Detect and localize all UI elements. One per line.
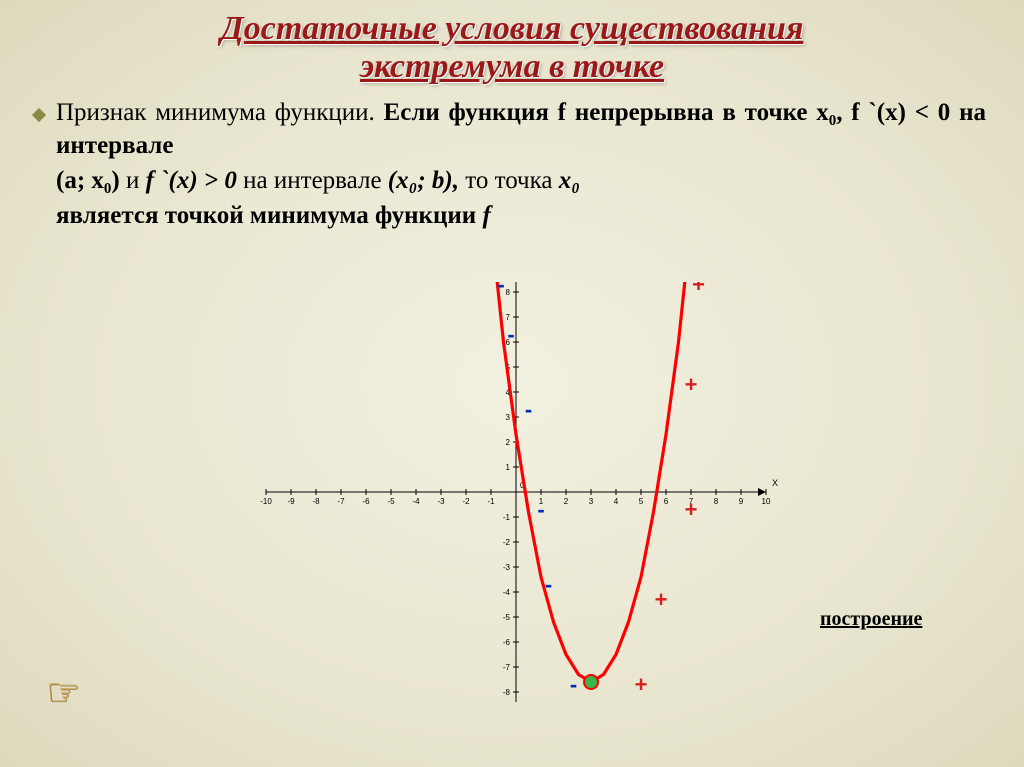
body-l3-italic: f bbox=[482, 202, 490, 229]
svg-text:-8: -8 bbox=[503, 688, 511, 697]
svg-text:4: 4 bbox=[614, 497, 619, 506]
slide-body: Признак минимума функции. Если функция f… bbox=[0, 90, 1024, 232]
svg-text:-8: -8 bbox=[312, 497, 320, 506]
body-l3-plain: является точкой минимума функции bbox=[56, 202, 482, 229]
body-l2-b4: x₀ bbox=[559, 167, 580, 194]
svg-text:9: 9 bbox=[739, 497, 744, 506]
svg-text:-2: -2 bbox=[462, 497, 470, 506]
svg-text:5: 5 bbox=[639, 497, 644, 506]
slide: { "title_line1": "Достаточные условия су… bbox=[0, 0, 1024, 767]
build-link[interactable]: построение bbox=[820, 608, 922, 631]
svg-text:+: + bbox=[655, 587, 668, 612]
svg-text:6: 6 bbox=[664, 497, 669, 506]
svg-text:-3: -3 bbox=[437, 497, 445, 506]
chart: -10-9-8-7-6-5-4-3-2-1012345678910-10-9-8… bbox=[236, 282, 796, 702]
svg-text:3: 3 bbox=[506, 413, 511, 422]
svg-text:8: 8 bbox=[506, 288, 511, 297]
body-l2-b1: (a; x₀) bbox=[56, 167, 120, 194]
svg-text:-6: -6 bbox=[503, 638, 511, 647]
svg-text:2: 2 bbox=[506, 438, 511, 447]
title-line-2: экстремума в точке bbox=[360, 48, 664, 85]
svg-text:-4: -4 bbox=[412, 497, 420, 506]
svg-text:X: X bbox=[772, 478, 778, 488]
svg-text:-2: -2 bbox=[503, 538, 511, 547]
svg-text:-1: -1 bbox=[503, 513, 511, 522]
body-l1-plain: Признак минимума функции. bbox=[56, 99, 384, 126]
pointing-hand-icon: ☞ bbox=[46, 670, 80, 715]
svg-text:-6: -6 bbox=[362, 497, 370, 506]
svg-text:-: - bbox=[537, 497, 544, 522]
chart-svg: -10-9-8-7-6-5-4-3-2-1012345678910-10-9-8… bbox=[236, 282, 796, 702]
body-l2-p3: то точка bbox=[459, 167, 559, 194]
body-l2-p1: и bbox=[120, 167, 146, 194]
svg-text:-: - bbox=[570, 672, 577, 697]
body-l2-b3: (x₀; b), bbox=[388, 167, 459, 194]
svg-text:-1: -1 bbox=[487, 497, 495, 506]
svg-text:3: 3 bbox=[589, 497, 594, 506]
svg-text:-10: -10 bbox=[260, 497, 272, 506]
svg-text:-4: -4 bbox=[503, 588, 511, 597]
body-l2-p2: на интервале bbox=[237, 167, 388, 194]
svg-text:-: - bbox=[497, 282, 504, 297]
svg-text:-3: -3 bbox=[503, 563, 511, 572]
svg-text:10: 10 bbox=[762, 497, 771, 506]
svg-text:-: - bbox=[507, 322, 514, 347]
slide-title: Достаточные условия существования экстре… bbox=[0, 0, 1024, 90]
svg-text:-7: -7 bbox=[503, 663, 511, 672]
title-line-1: Достаточные условия существования bbox=[221, 10, 804, 47]
body-line-1: Признак минимума функции. Если функция f… bbox=[56, 96, 986, 162]
svg-text:-5: -5 bbox=[503, 613, 511, 622]
svg-text:-9: -9 bbox=[287, 497, 295, 506]
svg-text:+: + bbox=[692, 282, 705, 297]
body-line-2: (a; x₀) и f `(x) > 0 на интервале (x₀; b… bbox=[56, 164, 986, 197]
svg-text:2: 2 bbox=[564, 497, 569, 506]
svg-text:8: 8 bbox=[714, 497, 719, 506]
body-line-3: является точкой минимума функции f bbox=[56, 199, 986, 232]
svg-text:-: - bbox=[545, 572, 552, 597]
svg-text:+: + bbox=[685, 372, 698, 397]
svg-text:-7: -7 bbox=[337, 497, 345, 506]
svg-text:+: + bbox=[635, 672, 648, 697]
svg-text:7: 7 bbox=[506, 313, 511, 322]
body-l2-b2: f `(x) > 0 bbox=[146, 167, 237, 194]
svg-text:1: 1 bbox=[506, 463, 511, 472]
svg-text:+: + bbox=[685, 497, 698, 522]
svg-text:-: - bbox=[525, 397, 532, 422]
svg-text:-5: -5 bbox=[387, 497, 395, 506]
